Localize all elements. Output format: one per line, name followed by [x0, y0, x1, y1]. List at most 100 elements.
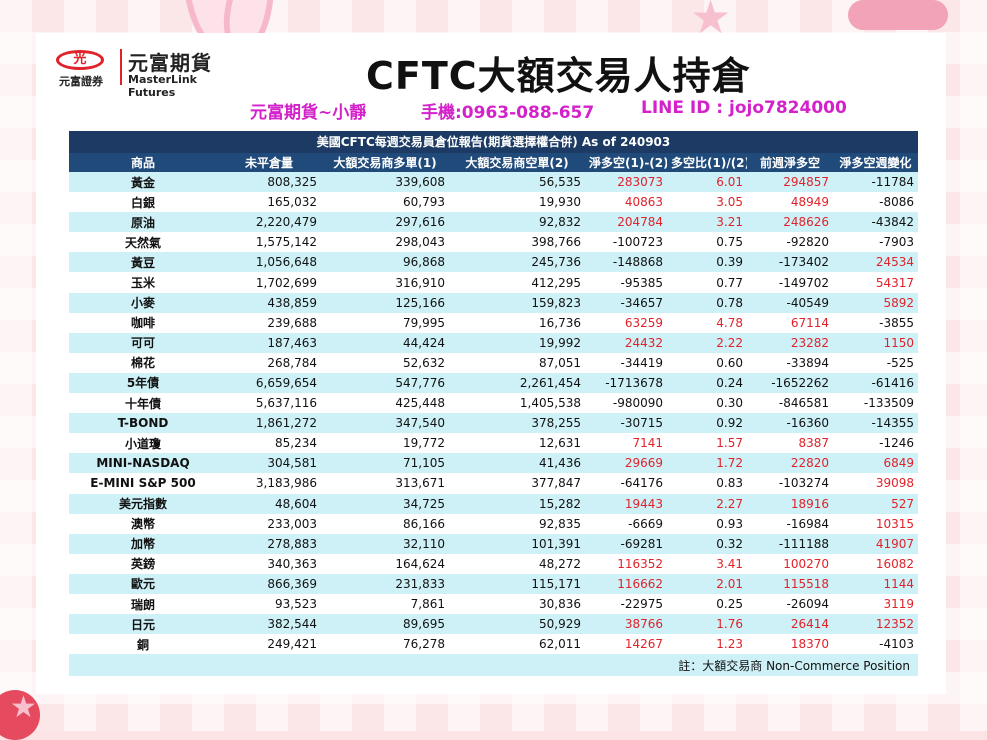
net-change-cell: -14355 [833, 413, 918, 434]
prev-net-cell: -846581 [747, 393, 833, 414]
net-cell: 116352 [585, 553, 667, 574]
long-cell: 164,624 [321, 553, 449, 574]
open-interest-cell: 1,861,272 [217, 413, 321, 434]
net-change-cell: 5892 [833, 292, 918, 313]
logo-securities-text: 元富證券 [59, 75, 103, 88]
table-row: 銅 249,421 76,278 62,011 14267 1.23 18370 -4103 [69, 634, 918, 655]
net-change-cell: 1150 [833, 332, 918, 353]
short-cell: 19,930 [449, 192, 585, 213]
table-row: 歐元 866,369 231,833 115,171 116662 2.01 115518 1… [69, 573, 918, 594]
open-interest-cell: 1,056,648 [217, 252, 321, 273]
column-header: 淨多空(1)-(2) [585, 153, 667, 172]
ratio-cell: 3.21 [667, 212, 747, 233]
short-cell: 378,255 [449, 413, 585, 434]
table-row: 小麥 438,859 125,166 159,823 -34657 0.78 -40549 5… [69, 292, 918, 313]
table-note-row: 註：大額交易商 Non-Commerce Position [69, 654, 918, 677]
table-row: 日元 382,544 89,695 50,929 38766 1.76 26414 12352 [69, 614, 918, 635]
contact-line-id: LINE ID : jojo7824000 [641, 98, 847, 118]
net-change-cell: -11784 [833, 172, 918, 193]
open-interest-cell: 1,702,699 [217, 272, 321, 293]
prev-net-cell: -103274 [747, 473, 833, 494]
net-change-cell: 39098 [833, 473, 918, 494]
logo-divider [120, 49, 122, 85]
logo-company-name: 元富期貨 [128, 51, 212, 75]
commodity-cell: 白銀 [69, 192, 217, 213]
net-change-cell: -43842 [833, 212, 918, 233]
short-cell: 30,836 [449, 593, 585, 615]
column-header: 淨多空週變化 [833, 153, 918, 172]
commodity-cell: 小麥 [69, 292, 217, 313]
commodity-cell: T-BOND [69, 413, 217, 434]
long-cell: 347,540 [321, 413, 449, 434]
table-row: 白銀 165,032 60,793 19,930 40863 3.05 48949 -8086 [69, 192, 918, 213]
open-interest-cell: 304,581 [217, 453, 321, 474]
column-header: 商品 [69, 153, 217, 172]
table-row: 原油 2,220,479 297,616 92,832 204784 3.21 248626… [69, 212, 918, 233]
long-cell: 52,632 [321, 352, 449, 373]
short-cell: 1,405,538 [449, 393, 585, 414]
cloud-decoration [848, 0, 948, 30]
table-row: 棉花 268,784 52,632 87,051 -34419 0.60 -33894 -52… [69, 352, 918, 373]
table-row: 瑞朗 93,523 7,861 30,836 -22975 0.25 -26094 3119 [69, 593, 918, 615]
net-change-cell: 16082 [833, 553, 918, 574]
long-cell: 297,616 [321, 212, 449, 233]
net-change-cell: -133509 [833, 393, 918, 414]
prev-net-cell: 22820 [747, 453, 833, 474]
prev-net-cell: 18370 [747, 634, 833, 655]
ratio-cell: 0.24 [667, 372, 747, 394]
short-cell: 115,171 [449, 573, 585, 594]
net-change-cell: 24534 [833, 252, 918, 273]
net-change-cell: 6849 [833, 453, 918, 474]
open-interest-cell: 6,659,654 [217, 372, 321, 394]
commodity-cell: 5年債 [69, 372, 217, 394]
column-header: 大額交易商空單(2) [449, 153, 585, 172]
net-cell: -34657 [585, 292, 667, 313]
commodity-cell: 天然氣 [69, 232, 217, 253]
long-cell: 76,278 [321, 634, 449, 655]
net-cell: 14267 [585, 634, 667, 655]
table-row: 5年債 6,659,654 547,776 2,261,454 -1713678 0.24… [69, 372, 918, 394]
long-cell: 60,793 [321, 192, 449, 213]
table-row: 可可 187,463 44,424 19,992 24432 2.22 23282 1150 [69, 332, 918, 353]
column-header: 前週淨多空 [747, 153, 833, 172]
open-interest-cell: 438,859 [217, 292, 321, 313]
open-interest-cell: 93,523 [217, 593, 321, 615]
table-row: 玉米 1,702,699 316,910 412,295 -95385 0.77 -1497… [69, 272, 918, 293]
open-interest-cell: 268,784 [217, 352, 321, 373]
long-cell: 425,448 [321, 393, 449, 414]
net-change-cell: 41907 [833, 533, 918, 554]
net-cell: -95385 [585, 272, 667, 293]
commodity-cell: 美元指數 [69, 493, 217, 514]
open-interest-cell: 866,369 [217, 573, 321, 594]
prev-net-cell: 23282 [747, 332, 833, 353]
ratio-cell: 0.77 [667, 272, 747, 293]
ratio-cell: 0.25 [667, 593, 747, 615]
commodity-cell: 玉米 [69, 272, 217, 293]
net-change-cell: 54317 [833, 272, 918, 293]
long-cell: 86,166 [321, 513, 449, 534]
net-cell: 29669 [585, 453, 667, 474]
cftc-table: 美國CFTC每週交易員倉位報告(期貨選擇權合併) As of 240903 商品… [69, 131, 918, 677]
open-interest-cell: 3,183,986 [217, 473, 321, 494]
prev-net-cell: -1652262 [747, 372, 833, 394]
short-cell: 2,261,454 [449, 372, 585, 394]
net-change-cell: 12352 [833, 614, 918, 635]
commodity-cell: 日元 [69, 614, 217, 635]
ratio-cell: 0.75 [667, 232, 747, 253]
open-interest-cell: 340,363 [217, 553, 321, 574]
masterlink-logo: 光 元富證券 元富期貨 MasterLink Futures [46, 47, 246, 99]
prev-net-cell: 8387 [747, 433, 833, 454]
net-cell: 283073 [585, 172, 667, 193]
open-interest-cell: 278,883 [217, 533, 321, 554]
short-cell: 412,295 [449, 272, 585, 293]
open-interest-cell: 2,220,479 [217, 212, 321, 233]
ratio-cell: 0.78 [667, 292, 747, 313]
open-interest-cell: 1,575,142 [217, 232, 321, 253]
short-cell: 41,436 [449, 453, 585, 474]
table-note: 註：大額交易商 Non-Commerce Position [69, 654, 918, 677]
table-row: 小道瓊 85,234 19,772 12,631 7141 1.57 8387 -1246 [69, 433, 918, 454]
commodity-cell: 歐元 [69, 573, 217, 594]
prev-net-cell: 26414 [747, 614, 833, 635]
long-cell: 44,424 [321, 332, 449, 353]
net-cell: -980090 [585, 393, 667, 414]
